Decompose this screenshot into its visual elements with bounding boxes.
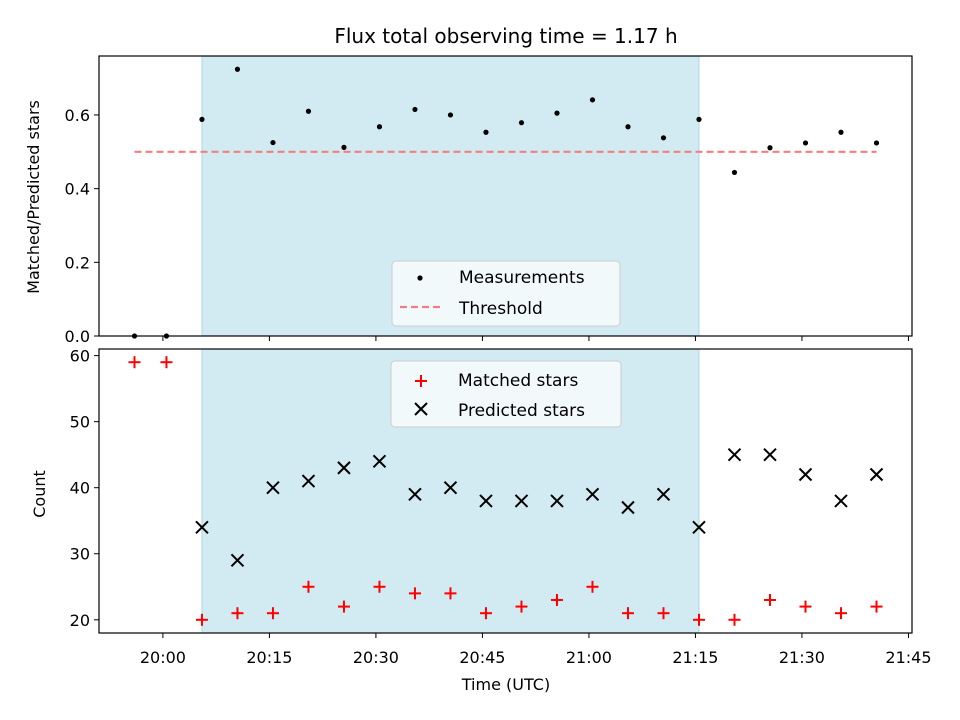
matched-star-point xyxy=(266,607,279,620)
bottom-panel: Count Time (UTC) 20 30 40 50 60 20:00 20:15 20… xyxy=(30,347,932,694)
legend-label-matched-stars: Matched stars xyxy=(458,371,578,391)
x-tick-label: 20:15 xyxy=(246,648,292,667)
measurement-point xyxy=(447,112,454,118)
predicted-star-point xyxy=(621,500,635,515)
y-tick-label: 0.4 xyxy=(65,180,90,199)
measurement-point xyxy=(589,97,596,103)
bottom-legend-box xyxy=(390,360,622,428)
top-legend: Measurements Threshold xyxy=(391,260,621,327)
matched-star-point xyxy=(128,356,141,369)
matched-star-point xyxy=(515,600,528,613)
predicted-star-point xyxy=(266,480,280,495)
predicted-star-point xyxy=(585,487,600,502)
top-panel: Flux total observing time = 1.17 h Match… xyxy=(24,24,913,346)
x-tick-label: 21:45 xyxy=(885,648,931,667)
predicted-star-point xyxy=(479,494,493,508)
measurement-point xyxy=(625,124,631,130)
predicted-star-point xyxy=(408,487,422,502)
legend-marker-matched-stars xyxy=(415,375,427,387)
predicted-star-point xyxy=(514,494,529,508)
measurement-point xyxy=(696,116,702,122)
legend-marker-predicted-stars xyxy=(414,402,428,416)
x-tick-label: 20:45 xyxy=(459,648,505,667)
bottom-axes-frame xyxy=(98,348,913,634)
legend-marker-measurements xyxy=(417,275,423,281)
y-tick-label: 40 xyxy=(70,479,90,498)
predicted-star-point xyxy=(372,454,387,468)
predicted-star-point xyxy=(656,487,671,502)
top-ylabel: Matched/Predicted stars xyxy=(24,100,43,294)
top-axes-frame xyxy=(98,55,913,337)
matched-star-point xyxy=(586,580,599,593)
predicted-star-point xyxy=(763,447,777,462)
measurement-point xyxy=(873,140,880,146)
x-tick-label: 21:30 xyxy=(779,648,825,667)
bottom-xlabel: Time (UTC) xyxy=(461,675,550,694)
matched-star-point xyxy=(763,593,776,606)
y-tick-label: 60 xyxy=(70,347,90,366)
predicted-star-point xyxy=(834,494,848,508)
y-tick-label: 20 xyxy=(70,611,90,630)
x-tick-label: 21:00 xyxy=(566,648,612,667)
predicted-star-point xyxy=(443,480,458,495)
y-tick-label: 50 xyxy=(70,413,90,432)
x-tick-label: 20:30 xyxy=(353,648,399,667)
matched-star-point xyxy=(479,607,492,620)
predicted-star-point xyxy=(692,520,706,535)
matched-star-point xyxy=(373,580,386,593)
matched-star-point xyxy=(870,600,883,613)
x-tick-label: 21:15 xyxy=(672,648,718,667)
measurement-point xyxy=(270,139,276,146)
measurement-point xyxy=(731,169,738,176)
measurement-point xyxy=(234,66,241,72)
bottom-ylabel: Count xyxy=(30,470,49,518)
matched-star-point xyxy=(621,607,634,620)
measurement-point xyxy=(341,144,347,150)
predicted-star-point xyxy=(337,461,351,475)
matched-star-point xyxy=(799,600,812,613)
matched-star-point xyxy=(160,356,173,369)
legend-label-measurements: Measurements xyxy=(459,268,585,288)
matched-star-point xyxy=(657,607,670,620)
y-tick-label: 0.6 xyxy=(65,106,90,125)
predicted-star-point xyxy=(195,520,209,535)
y-tick-label: 0.2 xyxy=(65,253,90,272)
measurement-point xyxy=(838,129,844,135)
top-legend-box xyxy=(391,260,621,327)
measurement-point xyxy=(802,140,809,146)
measurement-point xyxy=(518,120,525,126)
measurement-point xyxy=(376,124,383,130)
matched-star-point xyxy=(408,587,421,600)
matched-star-point xyxy=(444,587,457,600)
y-tick-label: 0.0 xyxy=(65,327,90,346)
predicted-star-point xyxy=(550,494,564,508)
matched-star-point xyxy=(231,607,244,620)
matched-star-point xyxy=(692,613,705,626)
predicted-star-point xyxy=(798,467,813,482)
measurement-point xyxy=(199,116,205,122)
matched-star-point xyxy=(834,607,847,620)
legend-label-threshold: Threshold xyxy=(458,299,543,319)
matched-star-point xyxy=(337,600,350,613)
x-tick-label: 20:00 xyxy=(140,648,186,667)
measurement-point xyxy=(660,135,667,141)
matched-star-point xyxy=(728,613,741,626)
matched-star-point xyxy=(302,580,315,593)
measurement-point xyxy=(554,110,560,116)
predicted-star-point xyxy=(869,467,884,482)
predicted-star-point xyxy=(301,474,316,488)
measurement-point xyxy=(305,108,312,114)
measurement-point xyxy=(412,106,418,113)
measurement-point xyxy=(483,129,489,135)
top-title: Flux total observing time = 1.17 h xyxy=(334,24,677,48)
legend-label-predicted-stars: Predicted stars xyxy=(458,401,585,421)
matched-star-point xyxy=(550,593,563,606)
y-tick-label: 30 xyxy=(70,545,90,564)
bottom-legend: Matched stars Predicted stars xyxy=(390,360,622,428)
measurement-point xyxy=(767,145,773,151)
predicted-star-point xyxy=(230,553,245,568)
predicted-star-point xyxy=(727,447,742,462)
matched-star-point xyxy=(195,613,208,626)
